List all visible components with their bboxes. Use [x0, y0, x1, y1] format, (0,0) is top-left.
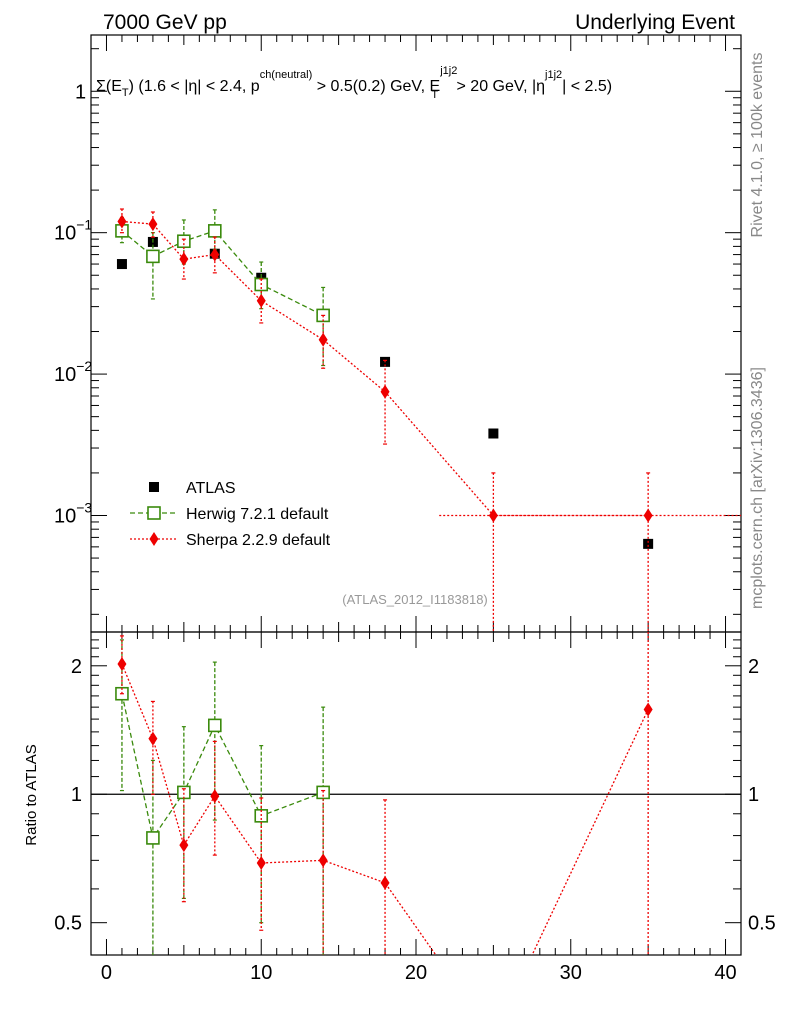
main-sherpa-point [210, 247, 220, 262]
ratio-herwig-line [121, 693, 324, 840]
main-sherpa-point [643, 508, 653, 523]
x-tick-label: 30 [560, 962, 582, 984]
main-atlas-point [488, 428, 499, 439]
main-sherpa-point [179, 252, 189, 267]
ratio-herwig-point [208, 718, 222, 733]
legend-atlas-label: ATLAS [186, 480, 236, 497]
main-sherpa-point [380, 384, 390, 399]
ratio-ytick-label-right: 1 [748, 784, 759, 806]
ratio-series [115, 632, 653, 955]
legend-herwig-label: Herwig 7.2.1 default [186, 506, 329, 523]
ratio-ytick-label-left: 0.5 [54, 913, 82, 935]
title-cut2: > 0.5(0.2) GeV, E [312, 78, 440, 95]
main-ytick-label: 10−1 [54, 217, 92, 245]
main-ytick-label: 10−2 [54, 358, 92, 386]
legend-herwig-marker [147, 506, 161, 520]
header-right: Underlying Event [575, 11, 735, 34]
main-atlas-point [643, 538, 654, 549]
x-tick-label: 20 [405, 962, 427, 984]
x-tick-label: 10 [250, 962, 272, 984]
ratio-sherpa-point [210, 789, 220, 804]
mcplots-label: mcplots.cern.ch [arXiv:1306.3436] [749, 367, 766, 609]
rivet-label: Rivet 4.1.0, ≥ 100k events [749, 53, 766, 238]
ratio-axes: 2 2 1 1 0.5 0.5 0 10 20 30 40 [54, 632, 776, 984]
ratio-sherpa-point [117, 656, 127, 671]
main-herwig-point [208, 224, 222, 238]
title-cut4: | < 2.5) [562, 78, 612, 95]
main-sherpa-point [488, 508, 498, 523]
main-sherpa-point [256, 293, 266, 308]
main-axes: 1 10−1 10−2 10−3 [54, 35, 741, 632]
main-sherpa-point [318, 332, 328, 347]
main-sherpa-point [148, 217, 158, 232]
ratio-sherpa-line [121, 663, 649, 955]
legend: ATLAS Herwig 7.2.1 default Sherpa 2.2.9 … [130, 480, 331, 549]
main-ytick-label: 1 [75, 81, 86, 103]
ratio-ytick-label-right: 2 [748, 656, 759, 678]
header-left: 7000 GeV pp [103, 11, 227, 34]
legend-sherpa-marker [149, 532, 159, 546]
legend-sherpa-label: Sherpa 2.2.9 default [186, 532, 331, 549]
title-cut3: > 20 GeV, |η [452, 78, 545, 95]
main-ytick-label: 10−3 [54, 499, 92, 527]
ratio-sherpa-point [318, 853, 328, 868]
ratio-sherpa-point [643, 702, 653, 717]
ratio-herwig-point [146, 831, 160, 845]
analysis-tag: (ATLAS_2012_I1183818) [342, 592, 488, 607]
title-sigma: Σ(E [96, 78, 122, 95]
main-series [115, 208, 741, 632]
ratio-ylabel: Ratio to ATLAS [23, 744, 40, 845]
legend-atlas-marker [149, 482, 159, 492]
ratio-ytick-label-left: 2 [71, 656, 82, 678]
title-j1j2-sup: j1j2 [439, 65, 457, 77]
plot-title: Σ(ET) (1.6 < |η| < 2.4, pch(neutral) > 0… [96, 65, 612, 101]
ratio-ytick-label-right: 0.5 [748, 913, 776, 935]
ratio-sherpa-point [380, 875, 390, 890]
title-t-sub: T [431, 89, 438, 101]
title-cut1: ) (1.6 < |η| < 2.4, p [129, 78, 260, 95]
ratio-sherpa-point [148, 731, 158, 746]
main-herwig-point [177, 234, 191, 249]
ratio-sherpa-point [179, 838, 189, 853]
ratio-sherpa-point [256, 856, 266, 871]
title-eta-sup: j1j2 [544, 69, 562, 81]
title-ch-sup: ch(neutral) [260, 69, 313, 81]
main-herwig-point [146, 249, 160, 264]
main-sherpa-point [117, 214, 127, 229]
main-atlas-point [116, 259, 127, 270]
ratio-ytick-label-left: 1 [71, 784, 82, 806]
title-et-sub: T [122, 87, 129, 99]
x-tick-label: 0 [101, 962, 112, 984]
x-tick-label: 40 [714, 962, 736, 984]
